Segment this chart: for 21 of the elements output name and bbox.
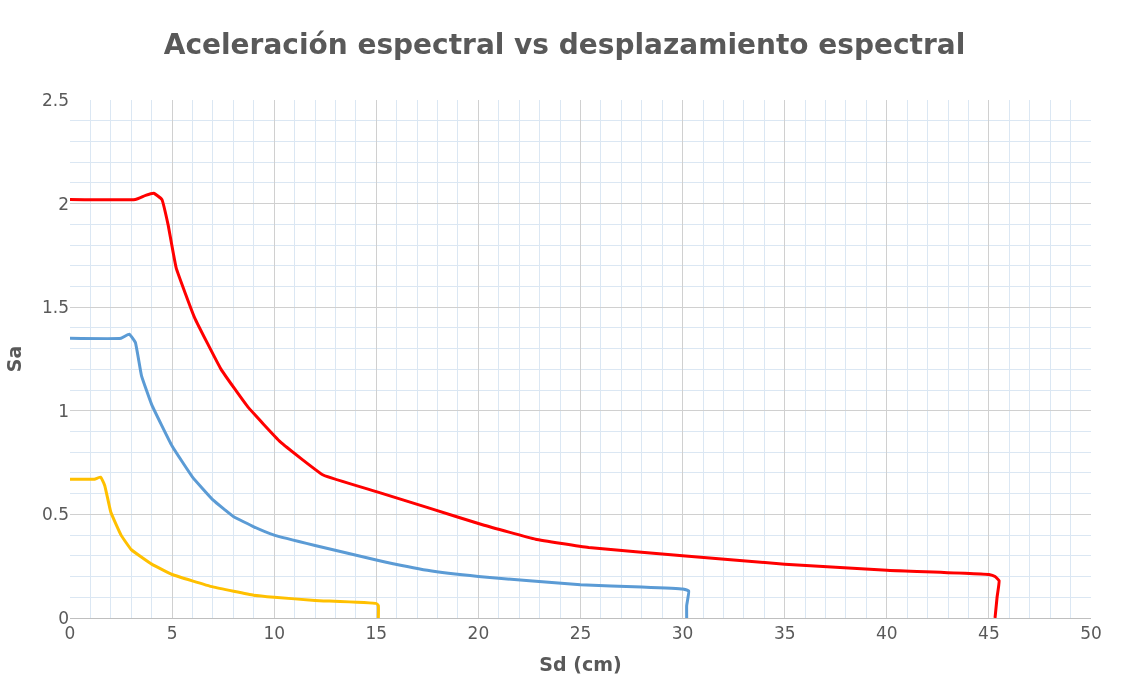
x-tick-label: 45 (978, 623, 1000, 644)
x-tick-label: 25 (569, 623, 592, 644)
line-series (70, 332, 691, 618)
y-tick-label: 1 (58, 400, 69, 421)
line-series (70, 191, 1001, 618)
x-tick-label: 30 (671, 623, 694, 644)
x-tick-label: 5 (166, 623, 178, 644)
x-tick-label: 10 (263, 623, 286, 644)
y-tick-label: 2.5 (41, 89, 69, 110)
x-tick-label: 35 (773, 623, 796, 644)
y-tick-label: 1.5 (41, 297, 69, 318)
y-axis-title: Sa (2, 345, 25, 373)
chart-title: Aceleración espectral vs desplazamiento espectral (163, 27, 966, 61)
x-tick-label: 40 (875, 623, 898, 644)
x-tick-label: 15 (365, 623, 388, 644)
x-tick-label: 20 (467, 623, 490, 644)
y-tick-label: 0.5 (41, 504, 69, 525)
x-axis-title: Sd (cm) (539, 653, 622, 676)
line-series (70, 475, 380, 618)
y-tick-label: 2 (58, 193, 69, 214)
x-tick-label: 50 (1080, 623, 1102, 644)
